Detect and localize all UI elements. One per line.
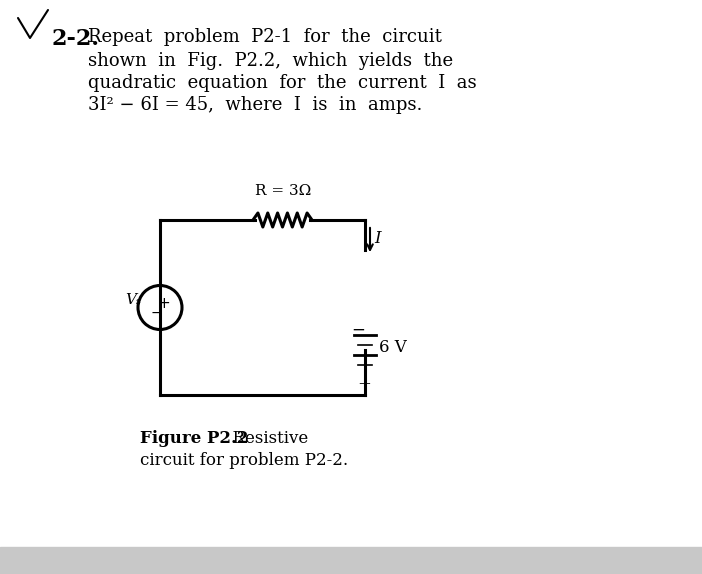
Text: 6 V: 6 V (379, 339, 406, 356)
Text: Figure P2.2: Figure P2.2 (140, 430, 249, 447)
Text: Resistive: Resistive (222, 430, 308, 447)
Text: −: − (150, 305, 162, 320)
Text: shown  in  Fig.  P2.2,  which  yields  the: shown in Fig. P2.2, which yields the (88, 52, 453, 70)
Text: R = 3Ω: R = 3Ω (255, 184, 311, 198)
Text: 2-2.: 2-2. (52, 28, 100, 50)
Text: I: I (374, 230, 380, 247)
Text: Repeat  problem  P2-1  for  the  circuit: Repeat problem P2-1 for the circuit (88, 28, 442, 46)
Text: quadratic  equation  for  the  current  I  as: quadratic equation for the current I as (88, 74, 477, 92)
Text: +: + (357, 376, 371, 393)
Text: circuit for problem P2-2.: circuit for problem P2-2. (140, 452, 348, 469)
Text: +: + (158, 296, 171, 311)
Text: 3I² − 6I = 45,  where  I  is  in  amps.: 3I² − 6I = 45, where I is in amps. (88, 96, 423, 114)
Text: Vₛ: Vₛ (125, 293, 141, 307)
Bar (0, 547, 702, 574)
Text: −: − (351, 321, 365, 339)
